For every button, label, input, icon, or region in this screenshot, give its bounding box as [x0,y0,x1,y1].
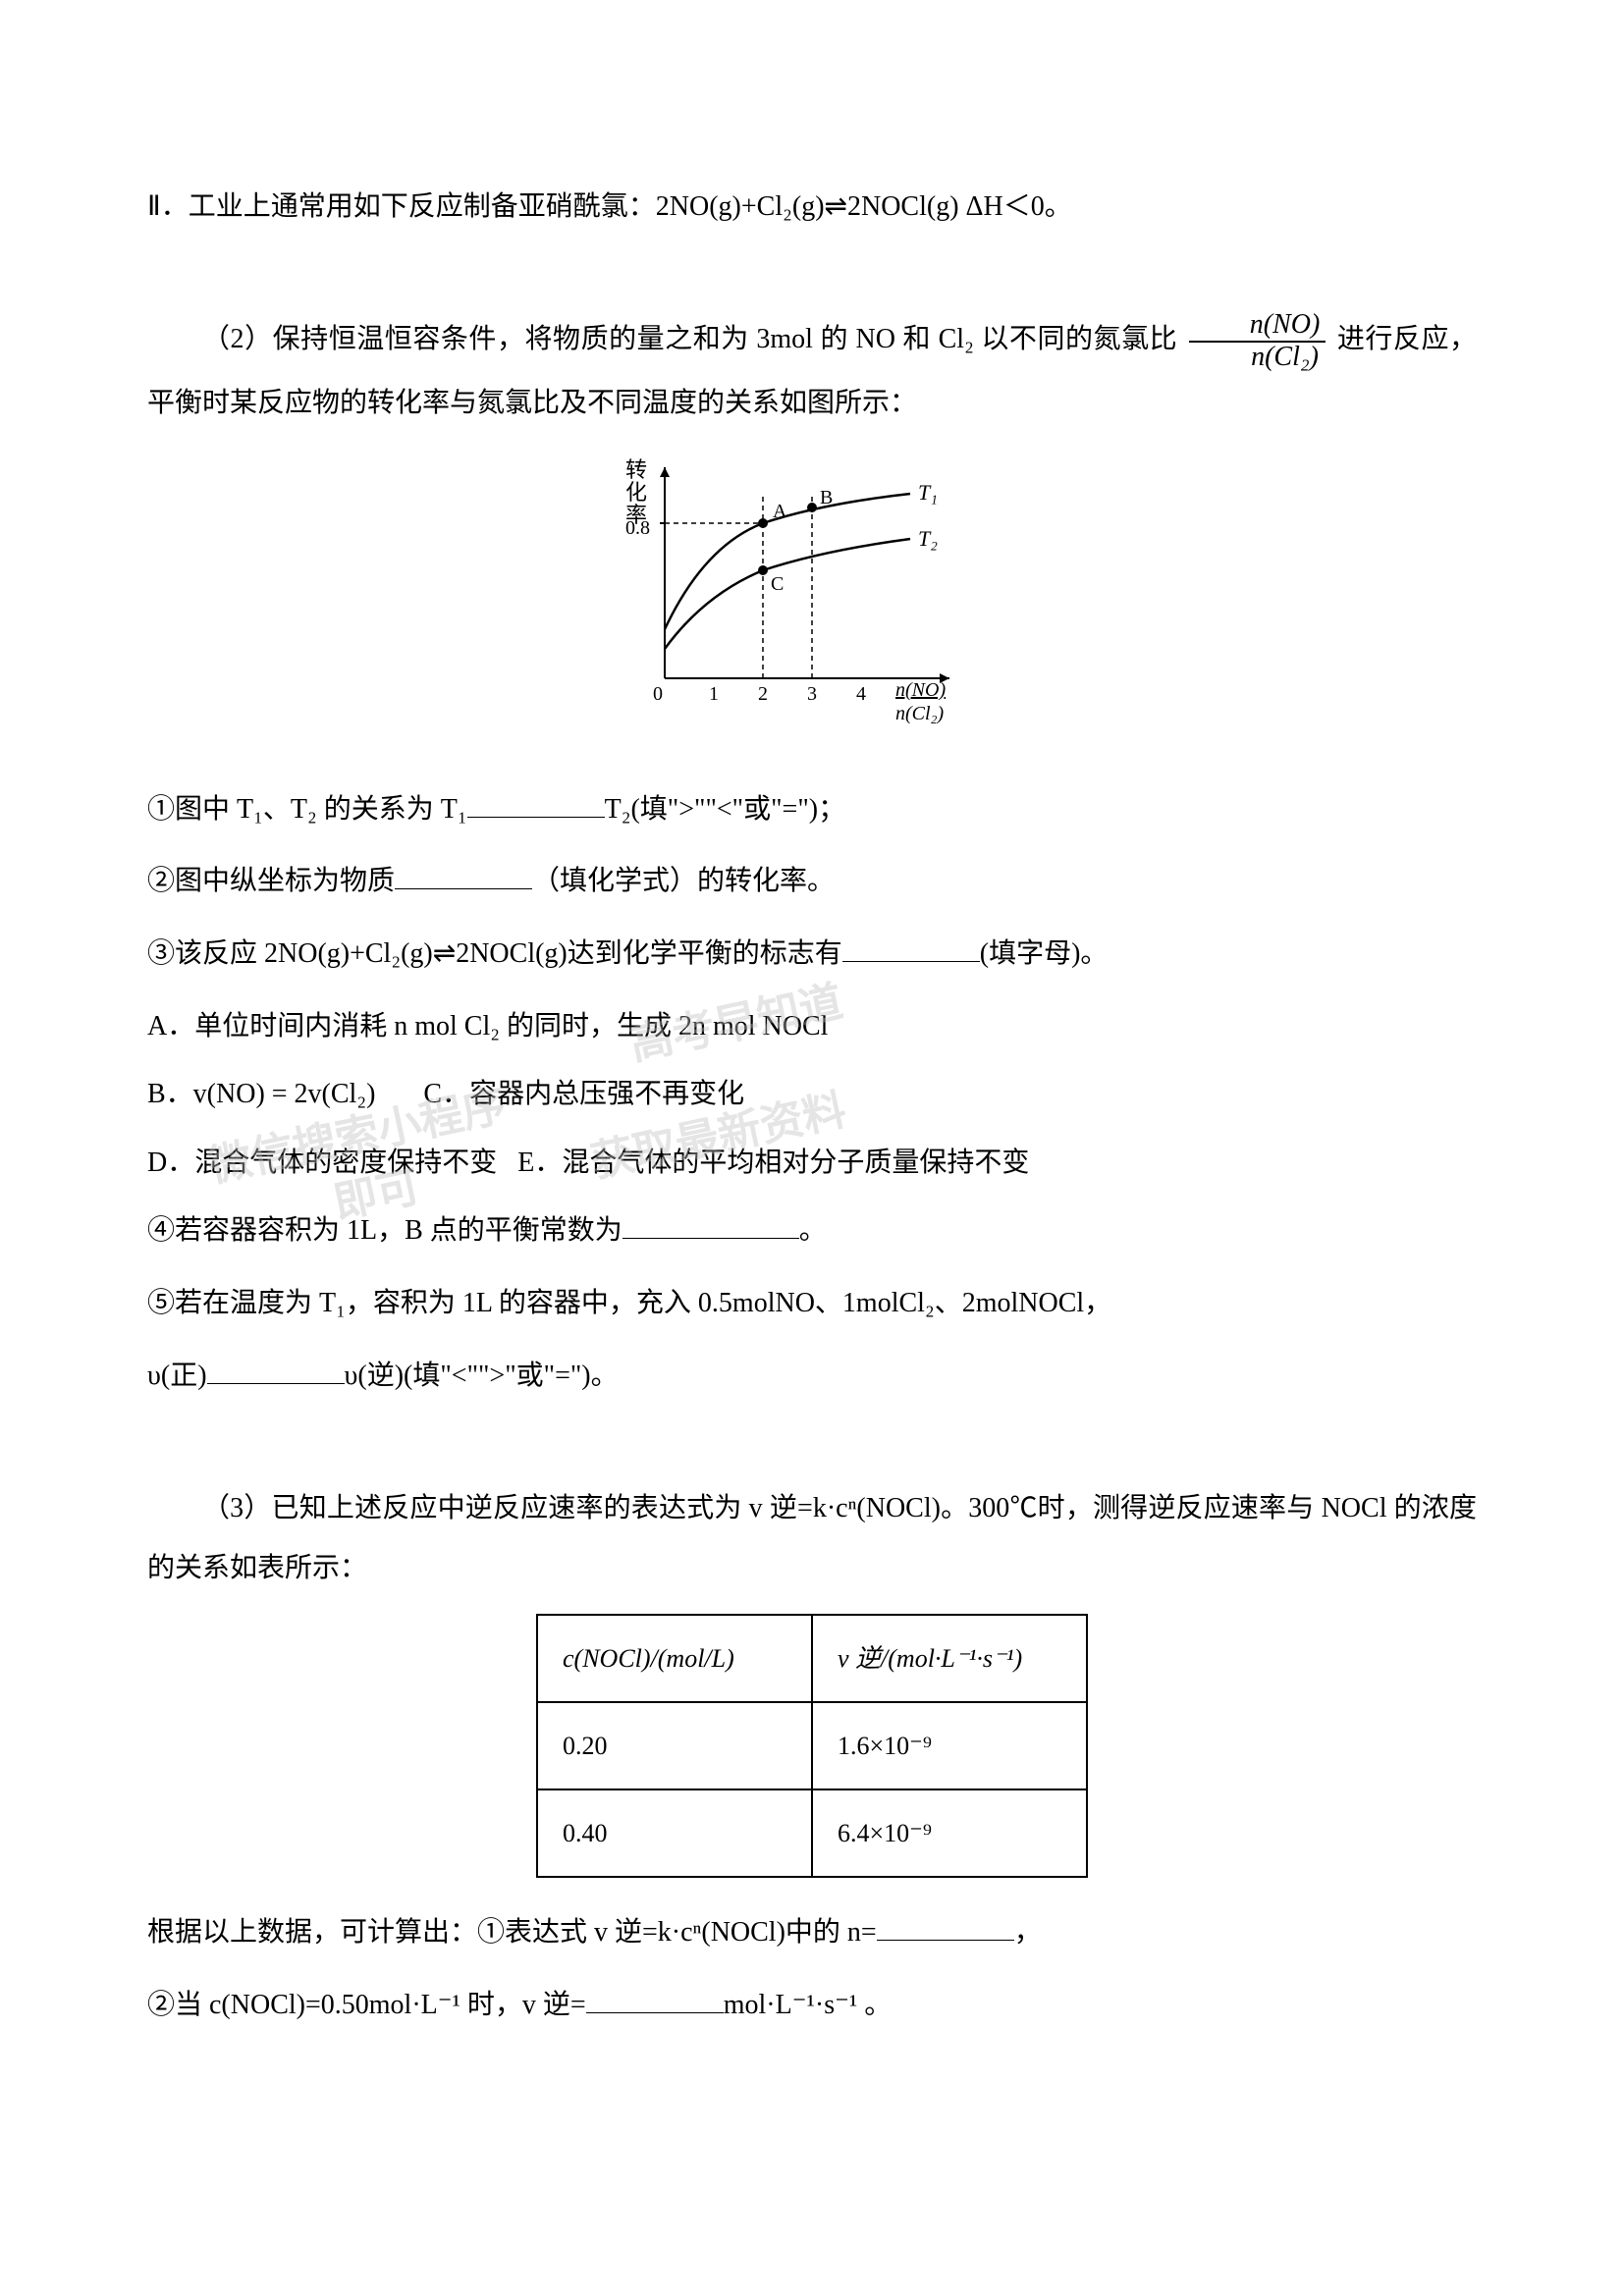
cell-v1: 1.6×10⁻⁹ [812,1702,1087,1789]
q2-intro: （2）保持恒温恒容条件，将物质的量之和为 3mol 的 NO 和 Cl₂ 以不同… [147,309,1477,433]
sub2: ②图中纵坐标为物质 （填化学式）的转化率。 [147,851,1477,912]
sub5b-pre: υ(正) [147,1361,207,1391]
blank-4[interactable] [623,1211,799,1239]
table-header-c: c(NOCl)/(mol/L) [537,1615,812,1702]
xlabel-num: n(NO) [895,679,946,701]
sub4-text: ④若容器容积为 1L，B 点的平衡常数为 [147,1215,623,1246]
sub2-text: ②图中纵坐标为物质 [147,866,395,896]
option-de: D．混合气体的密度保持不变 E．混合气体的平均相对分子质量保持不变 [147,1133,1477,1194]
ytick-08: 0.8 [625,517,650,539]
label-b: B [820,487,833,508]
cell-c1: 0.20 [537,1702,812,1789]
rate-table: c(NOCl)/(mol/L) v 逆/(mol·L⁻¹·s⁻¹) 0.20 1… [536,1614,1088,1879]
point-b [807,503,817,512]
calc1-post: ， [1014,1917,1042,1948]
curve-t2 [665,539,910,649]
xtick-1: 1 [709,683,719,705]
t2-label: T₂ [918,526,938,551]
blank-3[interactable] [842,934,980,962]
blank-n[interactable] [877,1913,1014,1941]
point-c [758,565,768,575]
cell-v2: 6.4×10⁻⁹ [812,1789,1087,1877]
label-c: C [771,573,784,595]
calc2-pre: ②当 c(NOCl)=0.50mol·L⁻¹ 时，v 逆= [147,1990,586,2020]
table-header-v: v 逆/(mol·L⁻¹·s⁻¹) [812,1615,1087,1702]
table-row: 0.40 6.4×10⁻⁹ [537,1789,1087,1877]
sub5: ⑤若在温度为 T₁，容积为 1L 的容器中，充入 0.5molNO、1molCl… [147,1273,1477,1334]
xtick-4: 4 [856,683,866,705]
table-row: 0.20 1.6×10⁻⁹ [537,1702,1087,1789]
point-a [758,518,768,528]
option-a: A．单位时间内消耗 n mol Cl₂ 的同时，生成 2n mol NOCl [147,996,1477,1057]
xtick-2: 2 [758,683,768,705]
frac-den: n(Cl₂) [1189,343,1326,373]
blank-1[interactable] [467,790,605,818]
xtick-3: 3 [807,683,817,705]
sub5b: υ(正) υ(逆)(填"<"">"或"=")。 [147,1346,1477,1407]
sub1-text2: T₂(填">""<"或"=")； [605,794,845,825]
sub3: ③该反应 2NO(g)+Cl₂(g)⇌2NOCl(g)达到化学平衡的标志有 (填字… [147,924,1477,985]
blank-2[interactable] [395,862,532,889]
xlabel-den: n(Cl₂) [895,703,945,724]
table-header-row: c(NOCl)/(mol/L) v 逆/(mol·L⁻¹·s⁻¹) [537,1615,1087,1702]
sub3-text: ③该反应 2NO(g)+Cl₂(g)⇌2NOCl(g)达到化学平衡的标志有 [147,938,842,969]
t1-label: T₁ [918,480,938,505]
sub5b-mid: υ(逆)(填"<"">"或"=")。 [345,1361,619,1391]
sub1: ①图中 T₁、T₂ 的关系为 T₁ T₂(填">""<"或"=")； [147,779,1477,840]
conversion-chart: 转 化 率 0.8 1 2 3 4 0 n(NO) n(Cl₂) T₁ T₂ A… [147,453,1477,750]
section2-title: Ⅱ．工业上通常用如下反应制备亚硝酰氯：2NO(g)+Cl₂(g)⇌2NOCl(g… [147,177,1477,238]
calc2-post: mol·L⁻¹·s⁻¹ 。 [724,1990,893,2020]
sub1-text: ①图中 T₁、T₂ 的关系为 T₁ [147,794,467,825]
y-label-1: 转 [625,457,647,482]
q2-intro-pre: （2）保持恒温恒容条件，将物质的量之和为 3mol 的 NO 和 Cl₂ 以不同… [202,324,1177,354]
frac-num: n(NO) [1189,310,1326,343]
y-label-2: 化 [625,480,647,505]
ratio-fraction: n(NO) n(Cl₂) [1189,310,1326,373]
origin: 0 [653,683,663,705]
sub3-text2: (填字母)。 [980,938,1109,969]
cell-c2: 0.40 [537,1789,812,1877]
q3-calc-line2: ②当 c(NOCl)=0.50mol·L⁻¹ 时，v 逆= mol·L⁻¹·s⁻¹… [147,1975,1477,2036]
sub2-text2: （填化学式）的转化率。 [532,866,835,896]
option-bc: B．v(NO) = 2v(Cl₂) C．容器内总压强不再变化 [147,1064,1477,1125]
sub4: ④若容器容积为 1L，B 点的平衡常数为 。 [147,1201,1477,1261]
y-arrow [660,467,670,477]
calc1-pre: 根据以上数据，可计算出：①表达式 v 逆=k·cⁿ(NOCl)中的 n= [147,1917,877,1948]
q3-calc-line1: 根据以上数据，可计算出：①表达式 v 逆=k·cⁿ(NOCl)中的 n= ， [147,1902,1477,1963]
label-a: A [773,501,787,522]
sub4-text2: 。 [799,1215,827,1246]
blank-5[interactable] [207,1357,345,1384]
blank-v[interactable] [586,1986,724,2013]
chart-svg: 转 化 率 0.8 1 2 3 4 0 n(NO) n(Cl₂) T₁ T₂ A… [606,453,1018,727]
q3-intro: （3）已知上述反应中逆反应速率的表达式为 v 逆=k·cⁿ(NOCl)。300℃… [147,1478,1477,1599]
